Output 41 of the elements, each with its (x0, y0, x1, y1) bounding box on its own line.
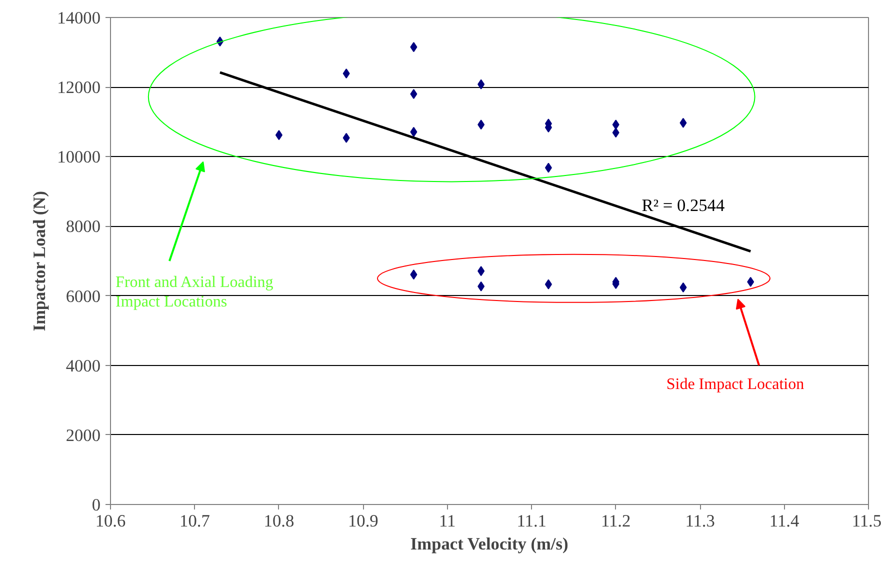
annotation: R² = 0.2544 (642, 196, 725, 215)
x-tick-label: 11.4 (769, 512, 800, 530)
annotation: Side Impact Location (666, 376, 804, 393)
y-tick-label: 8000 (66, 217, 100, 236)
point (410, 42, 418, 52)
point (410, 126, 418, 137)
point (478, 281, 485, 292)
x-tick-label: 10.8 (264, 512, 294, 530)
y-tick-label: 4000 (66, 356, 100, 376)
point (342, 68, 350, 79)
y-tick-label: 10000 (57, 148, 101, 167)
y-tick-label: 6000 (66, 286, 100, 306)
x-axis-title: Impact Velocity (m/s) (410, 534, 568, 554)
point (410, 270, 418, 280)
y-axis-title: Impactor Load (N) (30, 190, 50, 332)
point (612, 128, 620, 138)
point (612, 120, 620, 130)
x-tick-label: 11.2 (600, 512, 631, 530)
x-tick-label: 11.1 (516, 512, 546, 530)
point (680, 282, 687, 292)
point (342, 132, 350, 143)
point (544, 162, 552, 173)
point (478, 120, 485, 130)
point (680, 118, 687, 128)
point (544, 279, 552, 290)
point (478, 79, 485, 90)
y-tick-label: 12000 (57, 78, 101, 98)
y-tick-label: 14000 (57, 8, 101, 28)
point (410, 89, 418, 100)
point (478, 266, 485, 276)
x-tick-label: 10.9 (348, 512, 378, 530)
y-tick-label: 2000 (66, 426, 100, 445)
x-tick-label: 11 (439, 512, 456, 530)
x-tick-label: 10.6 (95, 512, 126, 530)
point (275, 130, 282, 140)
x-tick-label: 11.5 (852, 512, 881, 530)
x-tick-label: 11.3 (685, 512, 715, 530)
y-tick-label: 0 (92, 496, 101, 514)
x-tick-label: 10.7 (180, 512, 210, 530)
annotation: Front and Axial Loading Impact Locations (116, 274, 274, 311)
point (747, 276, 754, 287)
